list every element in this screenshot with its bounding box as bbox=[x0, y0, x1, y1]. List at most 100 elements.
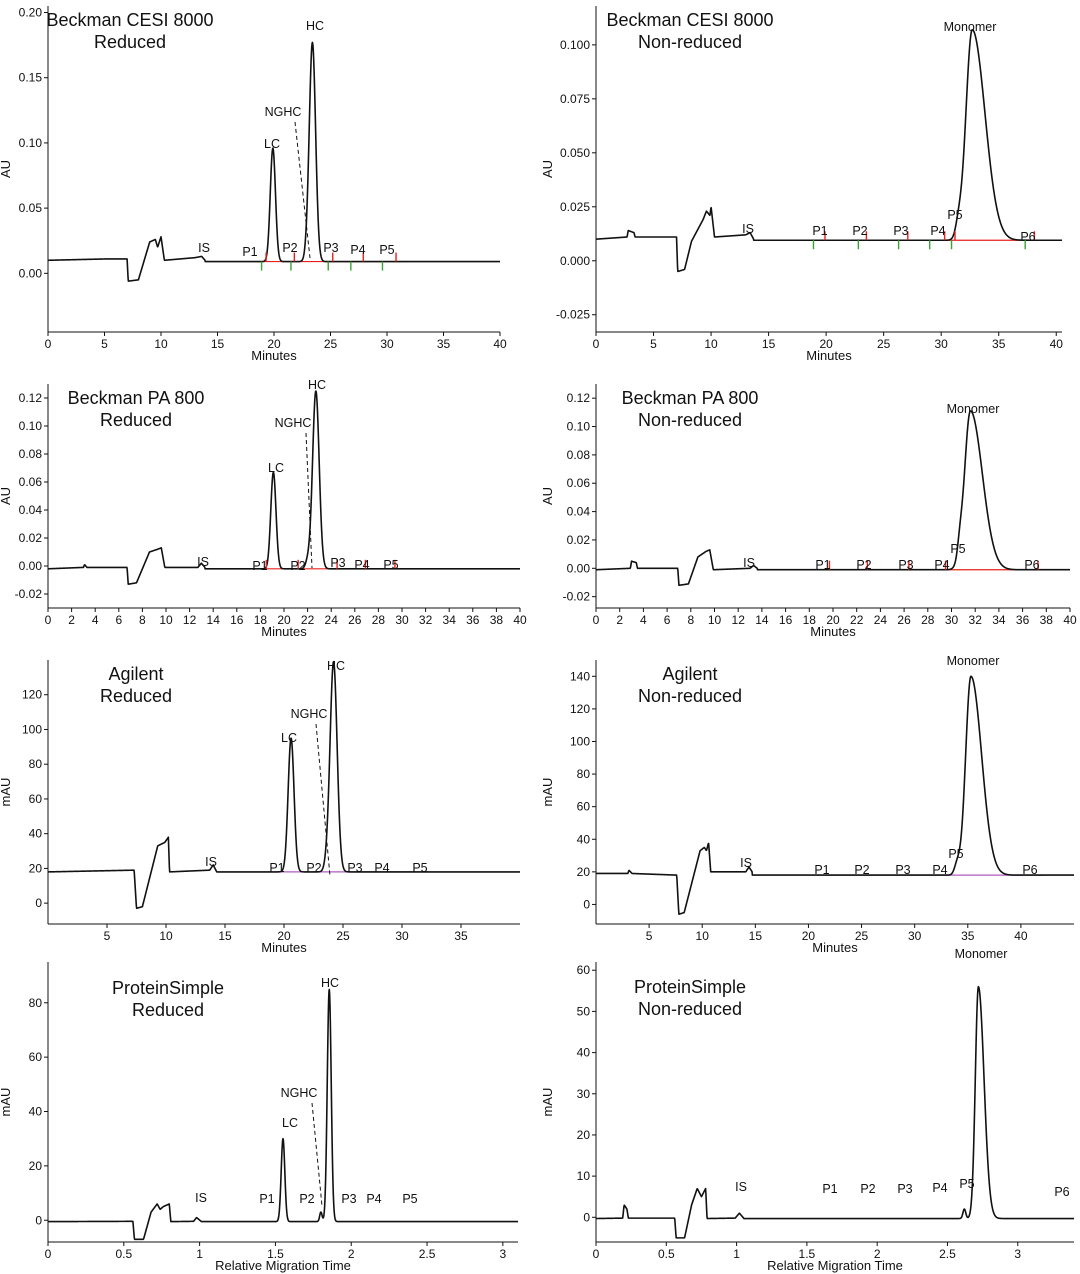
peak-label-p2: P2 bbox=[856, 558, 871, 572]
x-tick-label: 25 bbox=[324, 337, 338, 351]
peak-label-p1: P1 bbox=[814, 863, 829, 877]
panel-title-line: Beckman CESI 8000 bbox=[46, 10, 213, 30]
x-tick-label: 40 bbox=[1050, 337, 1064, 351]
peak-label-p3: P3 bbox=[323, 241, 338, 255]
y-axis-title: AU bbox=[0, 487, 13, 505]
peak-label-is: IS bbox=[740, 856, 752, 870]
x-axis-title: Minutes bbox=[812, 940, 858, 955]
y-tick-label: 0.075 bbox=[560, 92, 590, 106]
y-tick-label: 0.05 bbox=[19, 201, 43, 215]
x-axis-title: Minutes bbox=[806, 348, 852, 363]
x-tick-label: 8 bbox=[687, 613, 694, 627]
peak-label-p2: P2 bbox=[282, 241, 297, 255]
y-tick-label: 0.20 bbox=[19, 6, 43, 20]
peak-label-p4: P4 bbox=[350, 243, 365, 257]
x-tick-label: 24 bbox=[874, 613, 888, 627]
x-tick-label: 20 bbox=[267, 337, 281, 351]
x-tick-label: 34 bbox=[443, 613, 457, 627]
x-tick-label: 3 bbox=[499, 1247, 506, 1261]
x-tick-label: 25 bbox=[855, 929, 869, 943]
x-tick-label: 2 bbox=[68, 613, 75, 627]
electropherogram-trace bbox=[595, 675, 1075, 915]
y-tick-label: 60 bbox=[577, 963, 591, 977]
x-tick-label: 40 bbox=[513, 613, 527, 627]
peak-label-p1: P1 bbox=[242, 245, 257, 259]
peak-label-p1: P1 bbox=[259, 1192, 274, 1206]
y-axis-title: AU bbox=[540, 160, 555, 178]
y-tick-label: 0.02 bbox=[19, 531, 43, 545]
peak-label-p5: P5 bbox=[959, 1177, 974, 1191]
peak-label-p2: P2 bbox=[299, 1192, 314, 1206]
x-tick-label: 2.5 bbox=[939, 1247, 956, 1261]
chart-panel-2: 0 5 10 15 20 25 30 35 40 -0.025 0.000 0.025 0.050 0.0… bbox=[540, 6, 1063, 363]
y-tick-label: 80 bbox=[29, 996, 43, 1010]
x-tick-label: 8 bbox=[139, 613, 146, 627]
peak-label-monomer: Monomer bbox=[944, 20, 997, 34]
electropherogram-trace bbox=[47, 390, 521, 585]
panel-title-line: Agilent bbox=[108, 664, 163, 684]
y-tick-label: 140 bbox=[570, 669, 590, 683]
y-tick-label: 80 bbox=[29, 757, 43, 771]
peak-label-p1: P1 bbox=[815, 558, 830, 572]
nghc-leader-line bbox=[311, 1102, 323, 1207]
electropherogram-trace bbox=[47, 988, 519, 1241]
peak-label-is: IS bbox=[198, 241, 210, 255]
y-tick-label: 40 bbox=[29, 1105, 43, 1119]
y-tick-label: 40 bbox=[29, 827, 43, 841]
y-tick-label: -0.02 bbox=[15, 587, 43, 601]
y-tick-label: 60 bbox=[29, 792, 43, 806]
peak-label-p6: P6 bbox=[1024, 558, 1039, 572]
y-tick-label: 0 bbox=[583, 897, 590, 911]
panel-title-line: Non-reduced bbox=[638, 410, 742, 430]
peak-label-nghc: NGHC bbox=[281, 1086, 318, 1100]
y-tick-label: 0.00 bbox=[19, 559, 43, 573]
peak-label-p6: P6 bbox=[1020, 230, 1035, 244]
x-tick-label: 6 bbox=[664, 613, 671, 627]
electropherogram-trace bbox=[47, 41, 501, 282]
peak-label-hc: HC bbox=[327, 659, 345, 673]
peak-label-nghc: NGHC bbox=[265, 105, 302, 119]
peak-label-lc: LC bbox=[281, 731, 297, 745]
x-tick-label: 36 bbox=[1016, 613, 1030, 627]
peak-label-p4: P4 bbox=[932, 863, 947, 877]
x-tick-label: 4 bbox=[92, 613, 99, 627]
chart-panel-3: 0 2 4 6 8 10 12 14 16 18 20 22 24 26 28 30 32 34 36 38 40-0.… bbox=[0, 378, 527, 639]
x-tick-label: 32 bbox=[419, 613, 433, 627]
x-tick-label: 20 bbox=[802, 929, 816, 943]
x-tick-label: 15 bbox=[762, 337, 776, 351]
peak-label-p5: P5 bbox=[379, 243, 394, 257]
nghc-leader-line bbox=[315, 723, 331, 877]
x-tick-label: 16 bbox=[779, 613, 793, 627]
x-tick-label: 28 bbox=[921, 613, 935, 627]
y-tick-label: 120 bbox=[22, 688, 42, 702]
chart-panel-7: 0 0.5 1 1.5 2 2.5 3 0 20 40 60 80 Relative Migration… bbox=[0, 962, 519, 1273]
x-axis-title: Minutes bbox=[810, 624, 856, 639]
x-tick-label: 32 bbox=[969, 613, 983, 627]
y-axis-title: mAU bbox=[0, 778, 13, 807]
y-tick-label: 0.08 bbox=[567, 448, 591, 462]
panel-title-line: Beckman CESI 8000 bbox=[606, 10, 773, 30]
peak-label-p4: P4 bbox=[932, 1181, 947, 1195]
x-tick-label: 25 bbox=[877, 337, 891, 351]
peak-label-monomer: Monomer bbox=[955, 947, 1008, 961]
x-tick-label: 38 bbox=[490, 613, 504, 627]
peak-label-is: IS bbox=[742, 222, 754, 236]
x-tick-label: 4 bbox=[640, 613, 647, 627]
chart-panel-4: 0 2 4 6 8 10 12 14 16 18 20 22 24 26 28 30 32 34 36 38 40-0.… bbox=[540, 384, 1077, 639]
peak-label-p3: P3 bbox=[341, 1192, 356, 1206]
peak-label-monomer: Monomer bbox=[947, 654, 1000, 668]
y-tick-label: -0.02 bbox=[563, 590, 591, 604]
x-tick-label: 22 bbox=[850, 613, 864, 627]
peak-label-p6: P6 bbox=[1022, 863, 1037, 877]
panel-title-line: Beckman PA 800 bbox=[68, 388, 205, 408]
x-tick-label: 2 bbox=[874, 1247, 881, 1261]
peak-label-hc: HC bbox=[306, 19, 324, 33]
x-tick-label: 30 bbox=[935, 337, 949, 351]
x-tick-label: 0 bbox=[45, 1247, 52, 1261]
peak-label-hc: HC bbox=[321, 976, 339, 990]
peak-label-nghc: NGHC bbox=[275, 416, 312, 430]
peak-label-lc: LC bbox=[268, 461, 284, 475]
x-tick-label: 3 bbox=[1014, 1247, 1021, 1261]
x-tick-label: 2 bbox=[348, 1247, 355, 1261]
